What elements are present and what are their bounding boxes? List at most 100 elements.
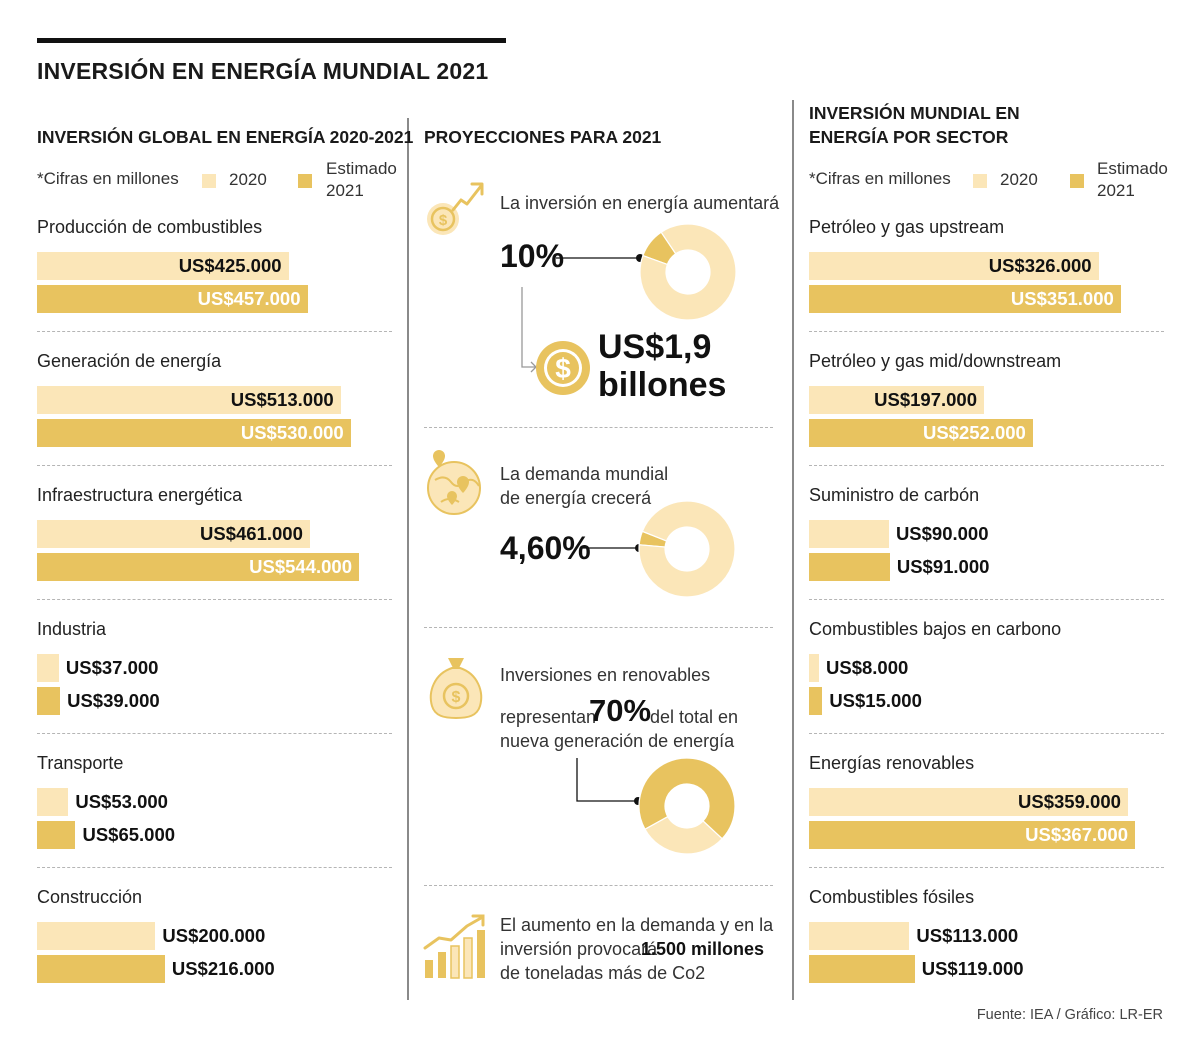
p2-percent: 4,60%	[500, 530, 591, 566]
category-label: Petróleo y gas mid/downstream	[809, 351, 1062, 371]
right-section-title-line1: INVERSIÓN MUNDIAL EN	[809, 103, 1020, 123]
bar-2021	[809, 955, 915, 983]
bar-2020	[809, 386, 984, 414]
section-divider	[809, 599, 1164, 600]
bar-2021-label: US$530.000	[240, 422, 344, 443]
p3-text-post: del total en	[650, 707, 739, 727]
bar-2020-label: US$326.000	[988, 255, 1092, 276]
bar-2020	[809, 654, 819, 682]
bar-2021	[809, 285, 1121, 313]
donut-rest-slice	[644, 815, 723, 855]
donut-rest-slice	[639, 223, 737, 321]
bar-2021	[37, 955, 165, 983]
p4-line2-bold: 1.500 millones	[641, 939, 765, 959]
divider-left	[407, 118, 409, 1000]
middle-section-title: PROYECCIONES PARA 2021	[424, 127, 662, 147]
p4-line3: de toneladas más de Co2	[500, 963, 706, 983]
bar-2021	[809, 419, 1033, 447]
p1-percent: 10%	[500, 238, 565, 274]
p3-text-line1: Inversiones en renovables	[500, 665, 711, 685]
bar-2021	[809, 687, 823, 715]
category-label: Generación de energía	[37, 351, 222, 371]
p2-text-line1: La demanda mundial	[500, 464, 669, 484]
section-divider	[37, 599, 392, 600]
left-legend-2021-line1: Estimado	[326, 159, 397, 178]
section-divider	[37, 331, 392, 332]
bar-2021-label: US$252.000	[922, 422, 1026, 443]
p2-text-line2: de energía crecerá	[500, 488, 652, 508]
bar-2020-label: US$461.000	[200, 523, 303, 544]
bar-2021-label: US$457.000	[197, 288, 301, 309]
p1-text: La inversión en energía aumentará	[500, 193, 780, 213]
svg-text:$: $	[452, 689, 461, 706]
bar-2020-label: US$37.000	[65, 657, 159, 678]
category-label: Suministro de carbón	[809, 485, 980, 505]
p3-leader-line	[576, 758, 638, 802]
divider-right	[792, 100, 794, 1000]
bar-2021-label: US$15.000	[829, 690, 922, 711]
left-unit-note: *Cifras en millones	[37, 169, 179, 188]
category-label: Transporte	[37, 753, 124, 773]
title-rule	[37, 38, 506, 43]
right-unit-note: *Cifras en millones	[809, 169, 951, 188]
right-legend-2021-line1: Estimado	[1097, 159, 1168, 178]
bar-2021-label: US$119.000	[921, 958, 1024, 979]
bar-2020-label: US$197.000	[874, 389, 977, 410]
p1-arrowhead	[530, 361, 537, 373]
left-legend-2021-swatch	[298, 174, 312, 188]
category-label: Combustibles bajos en carbono	[809, 619, 1062, 639]
bar-2021	[37, 687, 61, 715]
bar-2021-label: US$65.000	[82, 824, 176, 845]
bar-2020-label: US$8.000	[826, 657, 909, 678]
bar-2020-label: US$359.000	[1018, 791, 1121, 812]
p1-donut	[639, 223, 737, 321]
right-section-title-line2: ENERGÍA POR SECTOR	[809, 127, 1009, 147]
bar-2021-label: US$91.000	[896, 556, 990, 577]
page-title: INVERSIÓN EN ENERGÍA MUNDIAL 2021	[37, 58, 489, 84]
section-divider	[809, 465, 1164, 466]
bar-2020	[809, 922, 910, 950]
bar-2020	[37, 520, 310, 548]
category-label: Combustibles fósiles	[809, 887, 975, 907]
bar-2021	[37, 285, 308, 313]
left-section-title: INVERSIÓN GLOBAL EN ENERGÍA 2020-2021	[37, 127, 414, 147]
p1-amount-line2: billones	[598, 366, 727, 404]
p3-text-line3: nueva generación de energía	[500, 731, 735, 751]
bar-2020	[37, 788, 69, 816]
bar-2020-label: US$90.000	[895, 523, 989, 544]
category-label: Industria	[37, 619, 107, 639]
bar-2020	[809, 520, 889, 548]
section-divider	[37, 867, 392, 868]
category-label: Infraestructura energética	[37, 485, 243, 505]
dollar-coin-icon: $	[536, 341, 590, 395]
bar-2020	[37, 252, 289, 280]
bar-2021	[37, 553, 359, 581]
middle-divider-2	[424, 627, 773, 628]
bar-2021	[809, 553, 890, 581]
bar-2020	[37, 654, 59, 682]
svg-text:$: $	[439, 212, 448, 229]
section-divider	[809, 733, 1164, 734]
bar-2020-label: US$53.000	[75, 791, 168, 812]
svg-text:$: $	[555, 353, 571, 384]
middle-divider-3	[424, 885, 773, 886]
category-label: Producción de combustibles	[37, 217, 263, 237]
bar-2021-label: US$544.000	[249, 556, 352, 577]
left-legend-2020: 2020	[229, 170, 267, 189]
middle-divider-1	[424, 427, 773, 428]
bar-2020	[809, 788, 1128, 816]
category-label: Construcción	[37, 887, 143, 907]
p1-amount-line1: US$1,9	[598, 328, 712, 366]
p3-text-pre: representan	[500, 707, 597, 727]
p3-connector	[576, 758, 642, 805]
p4-line2-pre: inversión provocará	[500, 939, 658, 959]
bar-2020	[809, 252, 1099, 280]
category-label: Petróleo y gas upstream	[809, 217, 1005, 237]
bar-2021	[809, 821, 1135, 849]
category-label: Energías renovables	[809, 753, 975, 773]
bar-2020	[37, 386, 341, 414]
section-divider	[37, 733, 392, 734]
donut-highlight-slice	[638, 757, 736, 840]
section-divider	[809, 331, 1164, 332]
donut-rest-slice	[638, 500, 736, 598]
